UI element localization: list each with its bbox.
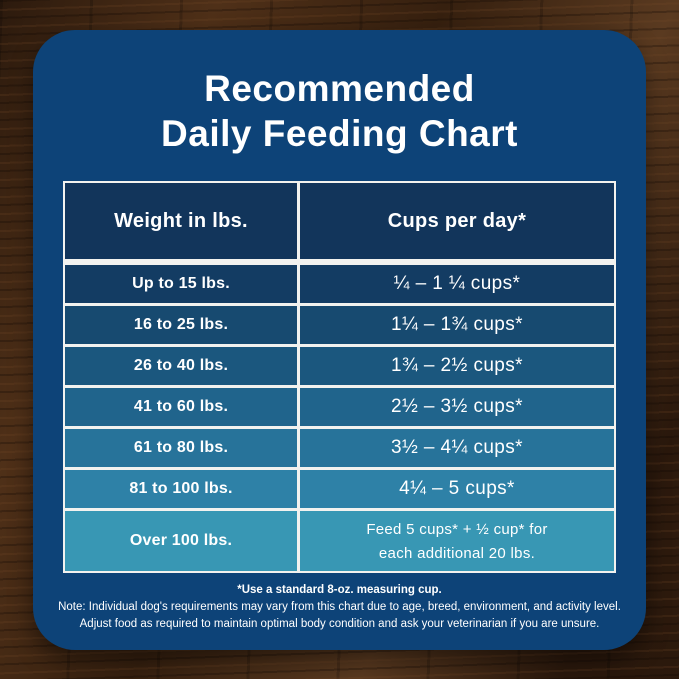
weight-cell: 81 to 100 lbs. (65, 470, 297, 509)
weight-cell: Over 100 lbs. (65, 511, 297, 572)
table-row: Over 100 lbs. Feed 5 cups* + ½ cup* for … (65, 511, 614, 572)
table-row: 41 to 60 lbs. 2½ – 3½ cups* (65, 388, 614, 427)
variance-note: Note: Individual dog's requirements may … (58, 601, 621, 614)
header-cups: Cups per day* (300, 183, 614, 260)
feeding-chart-card: Recommended Daily Feeding Chart Weight i… (33, 30, 646, 650)
table-row: 61 to 80 lbs. 3½ – 4¼ cups* (65, 429, 614, 468)
weight-cell: 26 to 40 lbs. (65, 347, 297, 386)
table-row: 16 to 25 lbs. 1¼ – 1¾ cups* (65, 306, 614, 345)
cups-cell-line-2: each additional 20 lbs. (378, 544, 536, 562)
table-header-row: Weight in lbs. Cups per day* (65, 183, 614, 260)
header-weight: Weight in lbs. (65, 183, 297, 260)
table-row: 81 to 100 lbs. 4¼ – 5 cups* (65, 470, 614, 509)
table-row: 26 to 40 lbs. 1¾ – 2½ cups* (65, 347, 614, 386)
title-line-1: Recommended (204, 68, 475, 109)
weight-cell: 41 to 60 lbs. (65, 388, 297, 427)
cups-cell: 4¼ – 5 cups* (300, 470, 614, 509)
table-row: Up to 15 lbs. ¼ – 1 ¼ cups* (65, 265, 614, 304)
weight-cell: 61 to 80 lbs. (65, 429, 297, 468)
cups-cell: ¼ – 1 ¼ cups* (300, 265, 614, 304)
page-title: Recommended Daily Feeding Chart (161, 66, 518, 156)
footnotes: *Use a standard 8-oz. measuring cup. Not… (50, 584, 630, 632)
weight-cell: Up to 15 lbs. (65, 265, 297, 304)
cups-cell-line-1: Feed 5 cups* + ½ cup* for (366, 521, 548, 539)
adjust-food-note: Adjust food as required to maintain opti… (79, 617, 600, 630)
cups-cell: Feed 5 cups* + ½ cup* for each additiona… (300, 511, 614, 572)
weight-cell: 16 to 25 lbs. (65, 306, 297, 345)
cups-cell: 3½ – 4¼ cups* (300, 429, 614, 468)
cups-cell: 2½ – 3½ cups* (300, 388, 614, 427)
cups-cell: 1¼ – 1¾ cups* (300, 306, 614, 345)
measuring-cup-note: *Use a standard 8-oz. measuring cup. (237, 584, 442, 597)
title-line-2: Daily Feeding Chart (161, 113, 518, 155)
feeding-table: Weight in lbs. Cups per day* Up to 15 lb… (63, 181, 616, 574)
cups-cell: 1¾ – 2½ cups* (300, 347, 614, 386)
